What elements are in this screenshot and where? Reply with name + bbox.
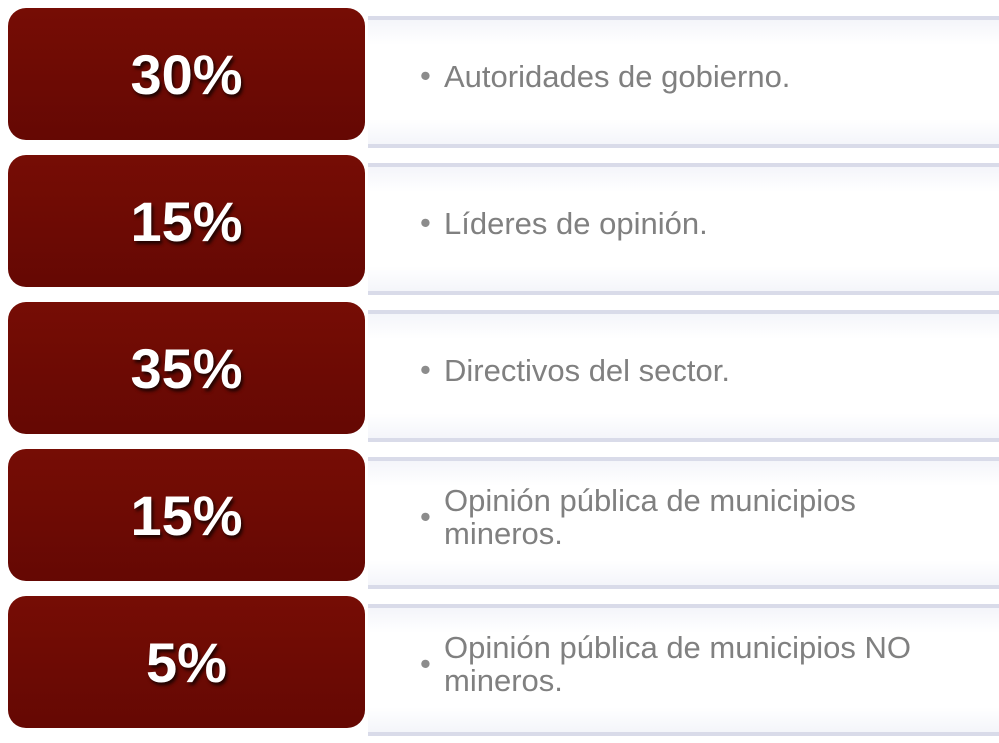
label: Líderes de opinión.: [444, 205, 708, 241]
row: 30% • Autoridades de gobierno.: [0, 8, 999, 155]
page: 30% • Autoridades de gobierno. 15% • Líderes …: [0, 8, 999, 736]
bullet: •: [420, 352, 431, 387]
bullet: •: [420, 499, 431, 534]
row: 35% • Directivos del sector.: [0, 302, 999, 449]
percent: 30%: [130, 42, 243, 106]
bullet: •: [420, 205, 431, 240]
percent-box: 35%: [8, 302, 365, 434]
text-panel: [368, 457, 999, 589]
item-text: • Líderes de opinión.: [420, 155, 960, 291]
label: Opinión pública de municipios NO mineros…: [444, 630, 911, 698]
percent-box: 30%: [8, 8, 365, 140]
item-text: • Directivos del sector.: [420, 302, 960, 438]
bullet: •: [420, 646, 431, 681]
row: 5% • Opinión pública de municipios NO mine…: [0, 596, 999, 743]
percent: 35%: [130, 336, 243, 400]
percent-box: 5%: [8, 596, 365, 728]
bullet: •: [420, 58, 431, 93]
text-panel: [368, 163, 999, 295]
row: 15% • Opinión pública de municipios minero…: [0, 449, 999, 596]
text-panel: [368, 16, 999, 148]
item-text: • Opinión pública de municipios NO minero…: [420, 596, 960, 732]
item-text: • Opinión pública de municipios mineros.: [420, 449, 960, 585]
text-panel: [368, 604, 999, 736]
percent-box: 15%: [8, 449, 365, 581]
label: Directivos del sector.: [444, 352, 730, 388]
percent-box: 15%: [8, 155, 365, 287]
percent: 5%: [146, 630, 227, 694]
item-text: • Autoridades de gobierno.: [420, 8, 960, 144]
text-panel: [368, 310, 999, 442]
percent: 15%: [130, 189, 243, 253]
percent: 15%: [130, 483, 243, 547]
row: 15% • Líderes de opinión.: [0, 155, 999, 302]
label: Autoridades de gobierno.: [444, 58, 791, 94]
label: Opinión pública de municipios mineros.: [444, 483, 856, 551]
